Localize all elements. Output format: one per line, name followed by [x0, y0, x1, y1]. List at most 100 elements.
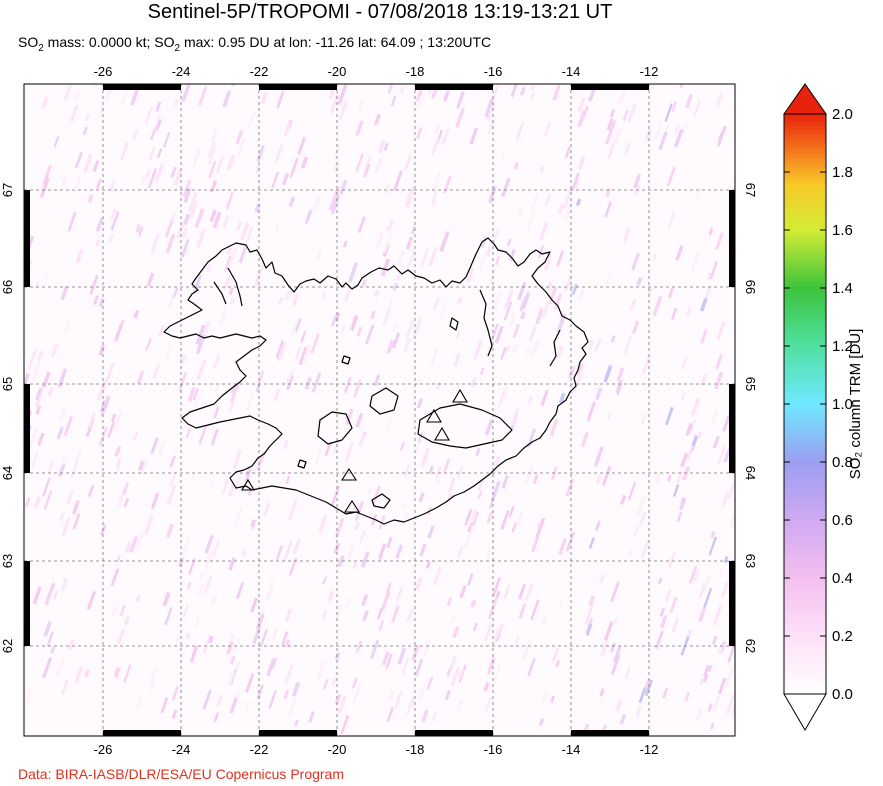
so2-pixel	[281, 172, 290, 186]
so2-pixel	[33, 496, 42, 509]
lon-tick-label-bottom: -22	[250, 742, 269, 757]
so2-pixel	[164, 607, 173, 626]
so2-pixel	[636, 496, 646, 515]
so2-pixel	[74, 174, 82, 189]
so2-pixel	[67, 638, 75, 651]
so2-pixel	[530, 599, 540, 621]
so2-pixel	[617, 88, 627, 106]
so2-pixel	[189, 645, 199, 663]
so2-pixel	[405, 319, 415, 340]
so2-pixel	[419, 543, 427, 557]
so2-pixel	[315, 661, 326, 681]
so2-pixel	[288, 499, 298, 521]
so2-pixel	[373, 113, 382, 126]
so2-pixel	[145, 169, 151, 178]
so2-pixel	[95, 238, 101, 247]
so2-pixel	[294, 719, 299, 727]
so2-pixel	[588, 595, 596, 606]
so2-pixel	[477, 490, 483, 500]
so2-pixel	[612, 127, 623, 148]
so2-pixel	[503, 301, 513, 321]
so2-pixel	[676, 471, 683, 484]
so2-pixel	[444, 690, 451, 701]
lon-tick-label-top: -22	[250, 64, 269, 79]
triangle-icon	[452, 388, 468, 403]
so2-pixel	[399, 85, 405, 94]
so2-pixel	[133, 309, 140, 319]
so2-pixel	[148, 168, 157, 189]
so2-pixel	[385, 419, 392, 433]
so2-pixel	[138, 226, 144, 237]
so2-pixel	[709, 722, 715, 730]
so2-pixel	[198, 86, 208, 106]
so2-pixel	[676, 511, 683, 523]
so2-pixel	[355, 640, 363, 653]
so2-pixel	[715, 232, 724, 250]
so2-pixel	[222, 90, 232, 108]
colorbar: 2.0 1.8 1.6 1.4 1.2 1.0 0.8 0.6 0.4 0.2 0.0 SO₂ co…	[783, 83, 864, 731]
so2-pixel	[410, 225, 417, 235]
so2-pixel	[361, 594, 369, 607]
so2-pixel	[42, 164, 52, 186]
so2-pixel	[394, 690, 404, 709]
so2-pixel	[640, 413, 647, 425]
border-bar-segment	[571, 730, 649, 736]
so2-pixel	[271, 627, 279, 640]
so2-pixel	[340, 324, 346, 334]
so2-pixel	[152, 363, 161, 379]
so2-label: SO	[18, 34, 39, 50]
border-bar-segment	[103, 730, 181, 736]
so2-pixel	[334, 652, 341, 661]
so2-pixel	[226, 246, 233, 255]
so2-pixel	[541, 690, 549, 705]
so2-pixel	[383, 142, 389, 152]
so2-pixel	[583, 723, 590, 732]
so2-pixel	[212, 354, 221, 369]
so2-pixel	[662, 687, 669, 699]
colorbar-tick-label: 0.8	[832, 454, 853, 471]
so2-pixel	[667, 552, 676, 569]
so2-pixel	[204, 534, 214, 554]
so2-pixel	[428, 465, 434, 475]
so2-pixel	[105, 362, 115, 382]
so2-pixel	[48, 461, 54, 472]
so2-pixel	[636, 277, 643, 286]
so2-pixel	[431, 190, 438, 203]
so2-pixel	[286, 375, 294, 391]
so2-pixel	[431, 87, 438, 99]
so2-pixel	[56, 426, 64, 440]
so2-pixel	[110, 605, 118, 618]
so2-pixel	[616, 366, 625, 382]
so2-pixel	[30, 84, 34, 86]
so2-pixel	[92, 159, 100, 172]
so2-pixel	[456, 699, 464, 712]
triangle-icon	[426, 408, 442, 423]
so2-pixel	[493, 628, 501, 641]
so2-pixel	[426, 676, 434, 691]
so2-pixel	[228, 557, 236, 571]
so2-pixel	[543, 254, 553, 271]
lon-tick-label-top: -24	[172, 64, 191, 79]
so2-pixel	[183, 213, 191, 226]
so2-pixel	[209, 209, 217, 223]
so2-pixel	[435, 465, 443, 479]
so2-pixel	[381, 651, 390, 666]
so2-pixel	[144, 515, 154, 536]
so2-pixel	[403, 154, 413, 172]
so2-pixel	[230, 655, 236, 665]
so2-pixel	[124, 541, 132, 553]
so2-pixel	[300, 330, 307, 343]
so2-pixel	[348, 262, 359, 283]
so2-pixel	[615, 699, 623, 712]
so2-pixel	[275, 339, 284, 359]
so2-pixel	[371, 485, 381, 507]
so2-pixel	[657, 577, 663, 585]
so2-pixel	[321, 291, 327, 299]
so2-pixel	[631, 252, 640, 271]
so2-pixel	[698, 607, 707, 623]
so2-pixel	[494, 325, 504, 344]
map-subtitle: SO2 mass: 0.0000 kt; SO2 max: 0.95 DU at…	[18, 33, 491, 58]
so2-pixel	[593, 382, 602, 398]
so2-pixel	[710, 530, 716, 539]
so2-pixel	[352, 684, 362, 704]
